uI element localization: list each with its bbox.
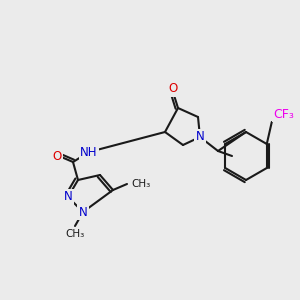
Text: CH₃: CH₃ bbox=[65, 229, 85, 239]
Text: N: N bbox=[196, 130, 204, 143]
Text: CF₃: CF₃ bbox=[273, 107, 294, 121]
Text: CH₃: CH₃ bbox=[131, 179, 150, 189]
Text: O: O bbox=[52, 149, 62, 163]
Text: N: N bbox=[79, 206, 87, 218]
Text: NH: NH bbox=[80, 146, 98, 158]
Text: N: N bbox=[64, 190, 72, 203]
Text: O: O bbox=[168, 82, 178, 95]
